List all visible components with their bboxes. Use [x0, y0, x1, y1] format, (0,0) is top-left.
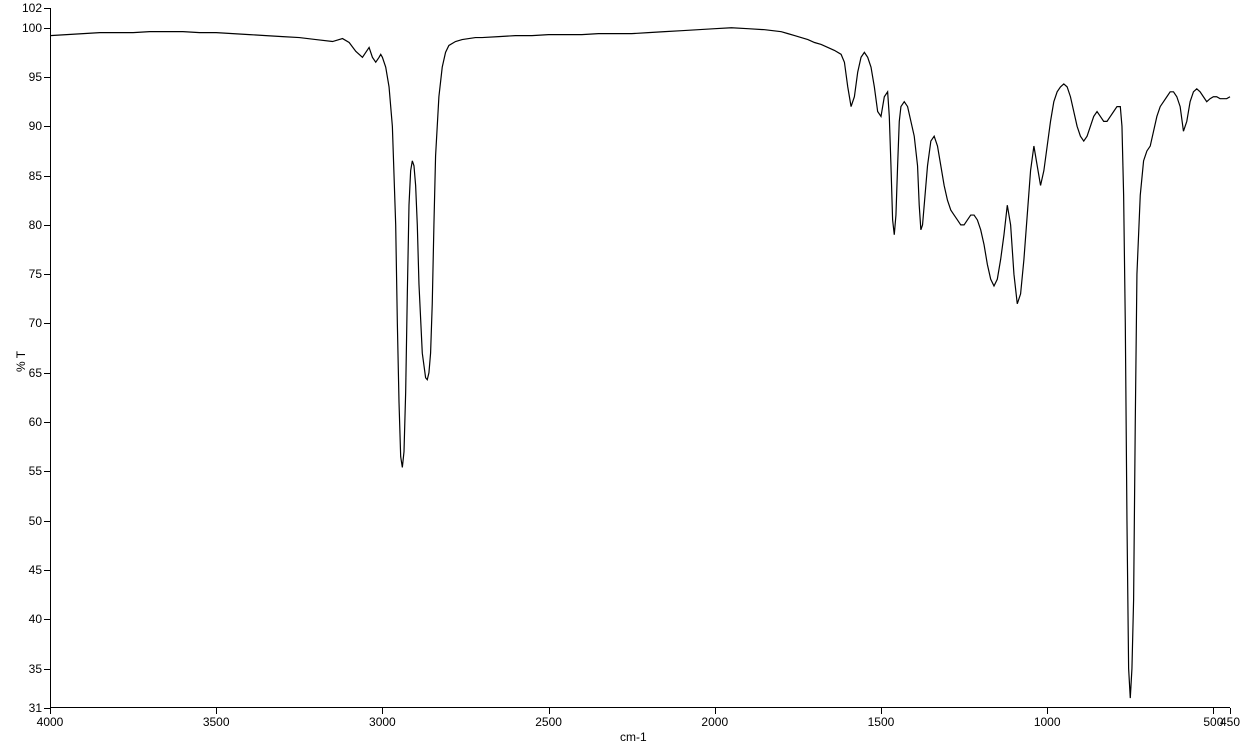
y-tick-label: 60 [29, 416, 42, 428]
y-tick [44, 77, 50, 78]
y-tick-label: 40 [29, 613, 42, 625]
y-tick [44, 619, 50, 620]
y-tick-label: 45 [29, 564, 42, 576]
y-tick-label: 100 [22, 22, 42, 34]
x-tick-label: 2500 [529, 716, 569, 728]
y-tick-label: 95 [29, 71, 42, 83]
y-tick [44, 373, 50, 374]
x-tick [1230, 708, 1231, 714]
y-axis-label: % T [14, 351, 28, 372]
y-tick-label: 80 [29, 219, 42, 231]
ir-spectrum-chart: 102 100 95 90 85 80 75 70 65 60 55 50 45 40 35 31 4000 35… [0, 0, 1240, 747]
y-tick [44, 176, 50, 177]
spectrum-line [0, 0, 1240, 747]
y-tick [44, 126, 50, 127]
y-tick-label: 50 [29, 515, 42, 527]
x-tick [382, 708, 383, 714]
x-tick [715, 708, 716, 714]
x-tick-label: 3000 [362, 716, 402, 728]
x-tick [881, 708, 882, 714]
y-tick-label: 35 [29, 663, 42, 675]
y-tick [44, 323, 50, 324]
y-tick-label: 90 [29, 120, 42, 132]
x-tick [1047, 708, 1048, 714]
y-tick [44, 521, 50, 522]
y-tick-label: 65 [29, 367, 42, 379]
x-tick-label: 450 [1210, 716, 1240, 728]
x-tick [216, 708, 217, 714]
y-tick [44, 471, 50, 472]
y-tick [44, 8, 50, 9]
x-tick-label: 2000 [695, 716, 735, 728]
y-tick-label: 31 [29, 702, 42, 714]
x-tick-label: 3500 [196, 716, 236, 728]
y-tick-label: 75 [29, 268, 42, 280]
y-tick-label: 85 [29, 170, 42, 182]
y-tick [44, 28, 50, 29]
y-tick-label: 70 [29, 317, 42, 329]
y-tick [44, 422, 50, 423]
y-tick-label: 55 [29, 465, 42, 477]
y-tick [44, 669, 50, 670]
y-tick [44, 225, 50, 226]
x-tick [50, 708, 51, 714]
x-tick-label: 1500 [861, 716, 901, 728]
x-tick [549, 708, 550, 714]
spectrum-path [50, 28, 1230, 698]
y-tick-label: 102 [22, 2, 42, 14]
y-tick [44, 570, 50, 571]
x-tick-label: 1000 [1027, 716, 1067, 728]
x-tick-label: 4000 [30, 716, 70, 728]
y-tick [44, 274, 50, 275]
x-tick [1213, 708, 1214, 714]
x-axis-label: cm-1 [620, 730, 647, 744]
